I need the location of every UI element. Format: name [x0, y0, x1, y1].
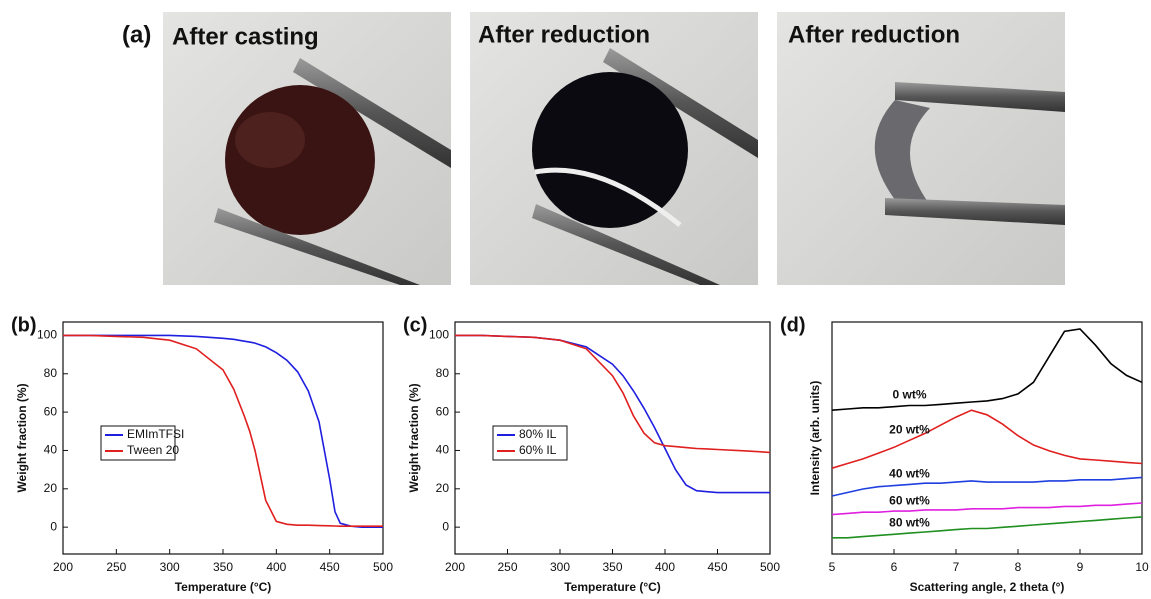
y-axis-label: Intensity (arb. units)	[808, 381, 822, 496]
y-tick-label: 60	[436, 404, 450, 418]
y-tick-label: 20	[436, 481, 450, 495]
panel-label: (d)	[780, 314, 806, 336]
x-tick-label: 250	[497, 560, 517, 574]
legend-label: 60% IL	[519, 443, 557, 457]
x-tick-label: 8	[1015, 560, 1022, 574]
x-tick-label: 500	[760, 560, 780, 574]
photo: After reduction	[777, 12, 1065, 285]
x-tick-label: 350	[213, 560, 233, 574]
x-tick-label: 450	[320, 560, 340, 574]
series-line	[832, 503, 1142, 515]
x-tick-label: 300	[160, 560, 180, 574]
legend-label: EMImTFSI	[127, 427, 184, 441]
y-axis-label: Weight fraction (%)	[407, 383, 421, 492]
y-tick-label: 80	[44, 366, 58, 380]
photo: After casting	[163, 12, 451, 285]
y-tick-label: 0	[442, 519, 449, 533]
x-axis-label: Temperature (°C)	[175, 580, 272, 594]
x-tick-label: 250	[106, 560, 126, 574]
x-tick-label: 5	[829, 560, 836, 574]
panel-label: (a)	[122, 21, 151, 48]
panel-label: (c)	[403, 314, 427, 336]
series-line	[832, 517, 1142, 538]
x-tick-label: 350	[602, 560, 622, 574]
x-tick-label: 400	[266, 560, 286, 574]
series-line	[832, 329, 1142, 410]
series-label: 0 wt%	[892, 388, 926, 402]
series-label: 40 wt%	[889, 467, 930, 481]
series-line	[832, 477, 1142, 496]
y-tick-label: 0	[50, 519, 57, 533]
photo-caption: After casting	[172, 23, 319, 50]
x-tick-label: 450	[707, 560, 727, 574]
x-tick-label: 9	[1077, 560, 1084, 574]
x-tick-label: 7	[953, 560, 960, 574]
photo-caption: After reduction	[788, 21, 960, 48]
y-axis-label: Weight fraction (%)	[15, 383, 29, 492]
y-tick-label: 20	[44, 481, 58, 495]
photo-caption: After reduction	[478, 21, 650, 48]
x-tick-label: 300	[550, 560, 570, 574]
series-line	[832, 410, 1142, 468]
series-label: 60 wt%	[889, 493, 930, 507]
y-tick-label: 100	[429, 328, 449, 342]
y-tick-label: 60	[44, 404, 58, 418]
x-tick-label: 6	[891, 560, 898, 574]
x-axis-label: Temperature (°C)	[564, 580, 661, 594]
series-line	[455, 335, 770, 492]
x-tick-label: 200	[445, 560, 465, 574]
figure: (a) After casting After reduction After …	[0, 0, 1151, 594]
x-tick-label: 10	[1135, 560, 1149, 574]
y-tick-label: 40	[44, 443, 58, 457]
series-label: 80 wt%	[889, 515, 930, 529]
x-tick-label: 200	[53, 560, 73, 574]
series-label: 20 wt%	[889, 422, 930, 436]
x-axis-label: Scattering angle, 2 theta (°)	[910, 580, 1065, 594]
plot-frame	[832, 322, 1142, 554]
x-tick-label: 500	[373, 560, 393, 574]
panel-label: (b)	[11, 314, 37, 336]
legend-label: Tween 20	[127, 443, 179, 457]
x-tick-label: 400	[655, 560, 675, 574]
photo: After reduction	[470, 12, 758, 285]
y-tick-label: 40	[436, 443, 450, 457]
y-tick-label: 80	[436, 366, 450, 380]
y-tick-label: 100	[37, 328, 57, 342]
legend-label: 80% IL	[519, 427, 557, 441]
